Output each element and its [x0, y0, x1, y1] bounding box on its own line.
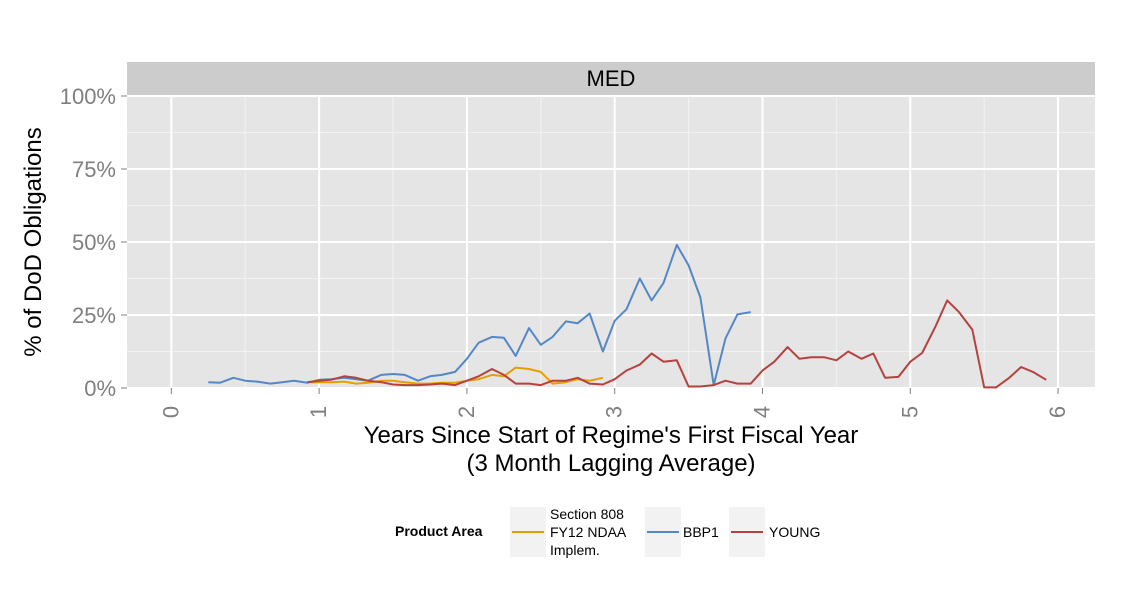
x-tick-label: 1: [306, 406, 331, 418]
y-tick-label: 100%: [60, 84, 116, 109]
facet-strip-label: MED: [587, 66, 636, 91]
legend-label: Section 808: [550, 506, 624, 522]
x-tick-label: 0: [158, 406, 183, 418]
y-axis-ticks: 0% 25% 50% 75% 100%: [60, 84, 127, 401]
legend-label: BBP1: [683, 524, 719, 540]
y-tick-label: 25%: [72, 303, 116, 328]
legend-label: YOUNG: [769, 524, 820, 540]
y-axis-title: % of DoD Obligations: [20, 127, 47, 356]
x-tick-label: 2: [454, 406, 479, 418]
x-tick-label: 6: [1045, 406, 1070, 418]
x-axis-title: Years Since Start of Regime's First Fisc…: [364, 422, 859, 449]
x-tick-label: 4: [749, 406, 774, 418]
legend-label: FY12 NDAA: [550, 524, 627, 540]
legend-label: Implem.: [550, 542, 600, 558]
series-line-1: [208, 243, 751, 387]
minor-grid: [127, 96, 1095, 388]
legend: Product Area Section 808 FY12 NDAA Implem.…: [395, 506, 820, 558]
y-tick-label: 75%: [72, 157, 116, 182]
legend-title: Product Area: [395, 523, 483, 539]
series-line-2: [307, 299, 1047, 389]
x-axis-ticks: 0 1 2 3 4 5 6: [158, 388, 1070, 418]
x-axis-subtitle: (3 Month Lagging Average): [466, 450, 755, 477]
y-tick-label: 50%: [72, 230, 116, 255]
x-tick-label: 5: [897, 406, 922, 418]
series-lines: [208, 243, 1047, 389]
x-tick-label: 3: [602, 406, 627, 418]
y-tick-label: 0%: [84, 376, 116, 401]
series-line-0: [307, 366, 604, 385]
facet-strip: [127, 62, 1095, 96]
major-grid: [127, 95, 1095, 389]
